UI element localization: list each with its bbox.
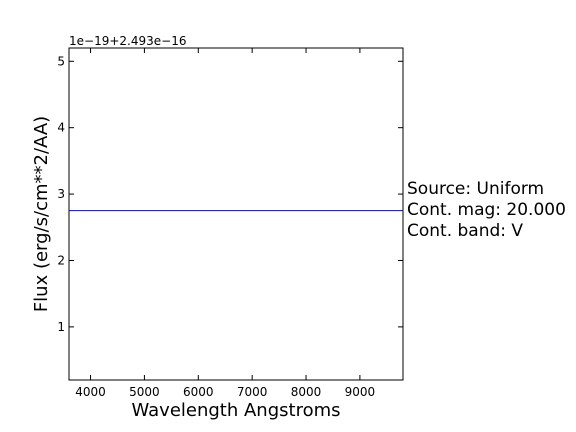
- source-annotation: Source: Uniform Cont. mag: 20.000 Cont. …: [404, 176, 575, 241]
- y-tick-label: 4: [57, 121, 65, 135]
- x-axis-label: Wavelength Angstroms: [131, 400, 340, 421]
- x-tick-label: 5000: [129, 385, 160, 399]
- plot-area: 4000 5000 6000 7000 8000 9000 1 2 3 4 5: [57, 47, 404, 399]
- y-tick-label: 3: [57, 187, 65, 201]
- x-tick-label: 6000: [183, 385, 214, 399]
- y-offset-label: 1e−19+2.493e−16: [69, 34, 186, 48]
- annotation-line-mag: Cont. mag: 20.000: [407, 200, 566, 220]
- annotation-box: [404, 176, 575, 240]
- x-tick-label: 7000: [237, 385, 268, 399]
- y-axis-ticks: 1 2 3 4 5: [57, 54, 403, 334]
- y-tick-label: 5: [57, 54, 65, 68]
- axes-frame: [68, 47, 404, 381]
- x-tick-label: 8000: [291, 385, 322, 399]
- y-tick-label: 1: [57, 320, 65, 334]
- x-tick-label: 4000: [75, 385, 106, 399]
- annotation-line-source: Source: Uniform: [407, 179, 544, 199]
- x-axis-ticks: 4000 5000 6000 7000 8000 9000: [75, 48, 375, 399]
- y-axis-label: Flux (erg/s/cm**2/AA): [31, 116, 52, 312]
- annotation-line-band: Cont. band: V: [407, 221, 523, 241]
- y-tick-label: 2: [57, 253, 65, 267]
- x-tick-label: 9000: [345, 385, 376, 399]
